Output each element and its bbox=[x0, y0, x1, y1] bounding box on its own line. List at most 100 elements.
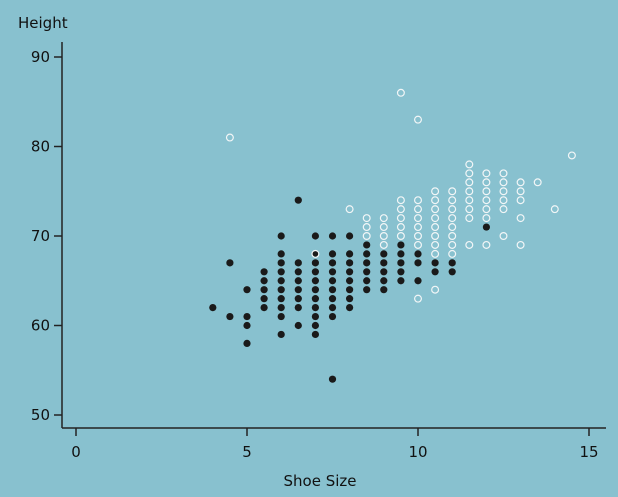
data-point-filled bbox=[311, 295, 319, 303]
data-point-open bbox=[362, 214, 371, 223]
axes bbox=[61, 42, 606, 429]
data-point-open bbox=[225, 133, 234, 142]
data-point-filled bbox=[431, 268, 439, 276]
data-point-open bbox=[379, 214, 388, 223]
data-point-filled bbox=[328, 232, 337, 240]
data-point-filled bbox=[294, 268, 302, 276]
data-point-filled bbox=[311, 330, 319, 339]
data-point-open bbox=[448, 249, 457, 258]
data-point-filled bbox=[311, 304, 319, 312]
data-point-filled bbox=[294, 321, 302, 330]
data-point-filled bbox=[328, 277, 337, 285]
data-point-open bbox=[379, 223, 388, 232]
data-point-filled bbox=[294, 286, 302, 294]
data-point-filled bbox=[277, 304, 285, 312]
y-axis-title: Height bbox=[18, 14, 68, 32]
data-point-open bbox=[431, 249, 440, 258]
data-point-filled bbox=[294, 277, 302, 285]
data-point-open bbox=[345, 205, 354, 214]
data-point-filled bbox=[243, 312, 251, 321]
data-point-open bbox=[499, 205, 508, 214]
data-point-open bbox=[414, 294, 423, 303]
data-point-filled bbox=[277, 295, 285, 303]
data-point-filled bbox=[277, 286, 285, 294]
data-point-open bbox=[516, 240, 525, 249]
data-point-filled bbox=[414, 259, 422, 267]
data-point-filled bbox=[311, 277, 319, 285]
data-point-filled bbox=[346, 268, 354, 276]
data-point-open bbox=[448, 187, 457, 196]
data-point-filled bbox=[380, 268, 388, 276]
data-point-filled bbox=[243, 321, 251, 330]
data-point-open bbox=[414, 232, 423, 241]
data-point-open bbox=[414, 223, 423, 232]
data-point-filled bbox=[431, 259, 439, 267]
data-point-open bbox=[465, 196, 474, 205]
data-point-open bbox=[465, 187, 474, 196]
data-point-filled bbox=[260, 286, 268, 294]
data-point-open bbox=[448, 223, 457, 232]
data-point-open bbox=[311, 249, 320, 258]
data-point-filled bbox=[363, 250, 371, 258]
data-point-filled bbox=[346, 286, 354, 294]
data-point-open bbox=[448, 205, 457, 214]
data-point-filled bbox=[380, 250, 388, 258]
data-point-open bbox=[533, 178, 542, 187]
data-point-open bbox=[516, 178, 525, 187]
data-point-filled bbox=[363, 241, 371, 249]
data-point-filled bbox=[209, 304, 217, 312]
data-point-filled bbox=[363, 259, 371, 267]
data-point-open bbox=[550, 205, 559, 214]
data-point-open bbox=[362, 232, 371, 241]
data-point-filled bbox=[260, 268, 268, 276]
data-point-filled bbox=[311, 286, 319, 294]
data-point-filled bbox=[397, 250, 405, 258]
data-point-open bbox=[499, 196, 508, 205]
data-point-filled bbox=[346, 277, 354, 285]
data-point-filled bbox=[311, 321, 319, 330]
data-point-open bbox=[396, 232, 405, 241]
data-point-open bbox=[499, 187, 508, 196]
data-point-filled bbox=[414, 277, 422, 285]
data-point-open bbox=[448, 232, 457, 241]
x-tick-label: 0 bbox=[71, 443, 81, 461]
y-tick-label: 70 bbox=[31, 227, 50, 245]
data-point-filled bbox=[397, 268, 405, 276]
data-point-open bbox=[448, 240, 457, 249]
data-point-open bbox=[431, 214, 440, 223]
data-point-open bbox=[516, 187, 525, 196]
data-point-open bbox=[414, 205, 423, 214]
data-point-filled bbox=[260, 277, 268, 285]
data-point-open bbox=[465, 178, 474, 187]
data-point-filled bbox=[363, 277, 371, 285]
data-point-filled bbox=[243, 286, 251, 294]
data-point-filled bbox=[363, 286, 371, 294]
data-point-filled bbox=[277, 232, 285, 240]
data-point-open bbox=[431, 223, 440, 232]
data-point-open bbox=[431, 240, 440, 249]
data-point-filled bbox=[448, 259, 456, 267]
data-point-filled bbox=[328, 375, 337, 383]
data-point-open bbox=[396, 196, 405, 205]
data-point-filled bbox=[363, 268, 371, 276]
data-point-open bbox=[482, 187, 491, 196]
data-point-open bbox=[396, 223, 405, 232]
data-point-open bbox=[414, 240, 423, 249]
data-point-filled bbox=[277, 268, 285, 276]
data-point-filled bbox=[346, 232, 354, 240]
data-point-open bbox=[414, 115, 423, 124]
data-point-filled bbox=[277, 259, 285, 267]
data-point-filled bbox=[346, 304, 354, 312]
ticks: 0 5 10 15 50 60 70 80 90 bbox=[31, 48, 599, 461]
data-point-filled bbox=[260, 295, 268, 303]
data-point-open bbox=[465, 160, 474, 169]
data-point-filled bbox=[346, 250, 354, 258]
data-point-filled bbox=[328, 312, 337, 321]
data-point-open bbox=[414, 214, 423, 223]
data-point-open bbox=[396, 214, 405, 223]
y-tick-label: 60 bbox=[31, 317, 50, 335]
data-point-open bbox=[362, 223, 371, 232]
data-point-open bbox=[414, 196, 423, 205]
data-point-open bbox=[396, 205, 405, 214]
data-point-open bbox=[516, 196, 525, 205]
